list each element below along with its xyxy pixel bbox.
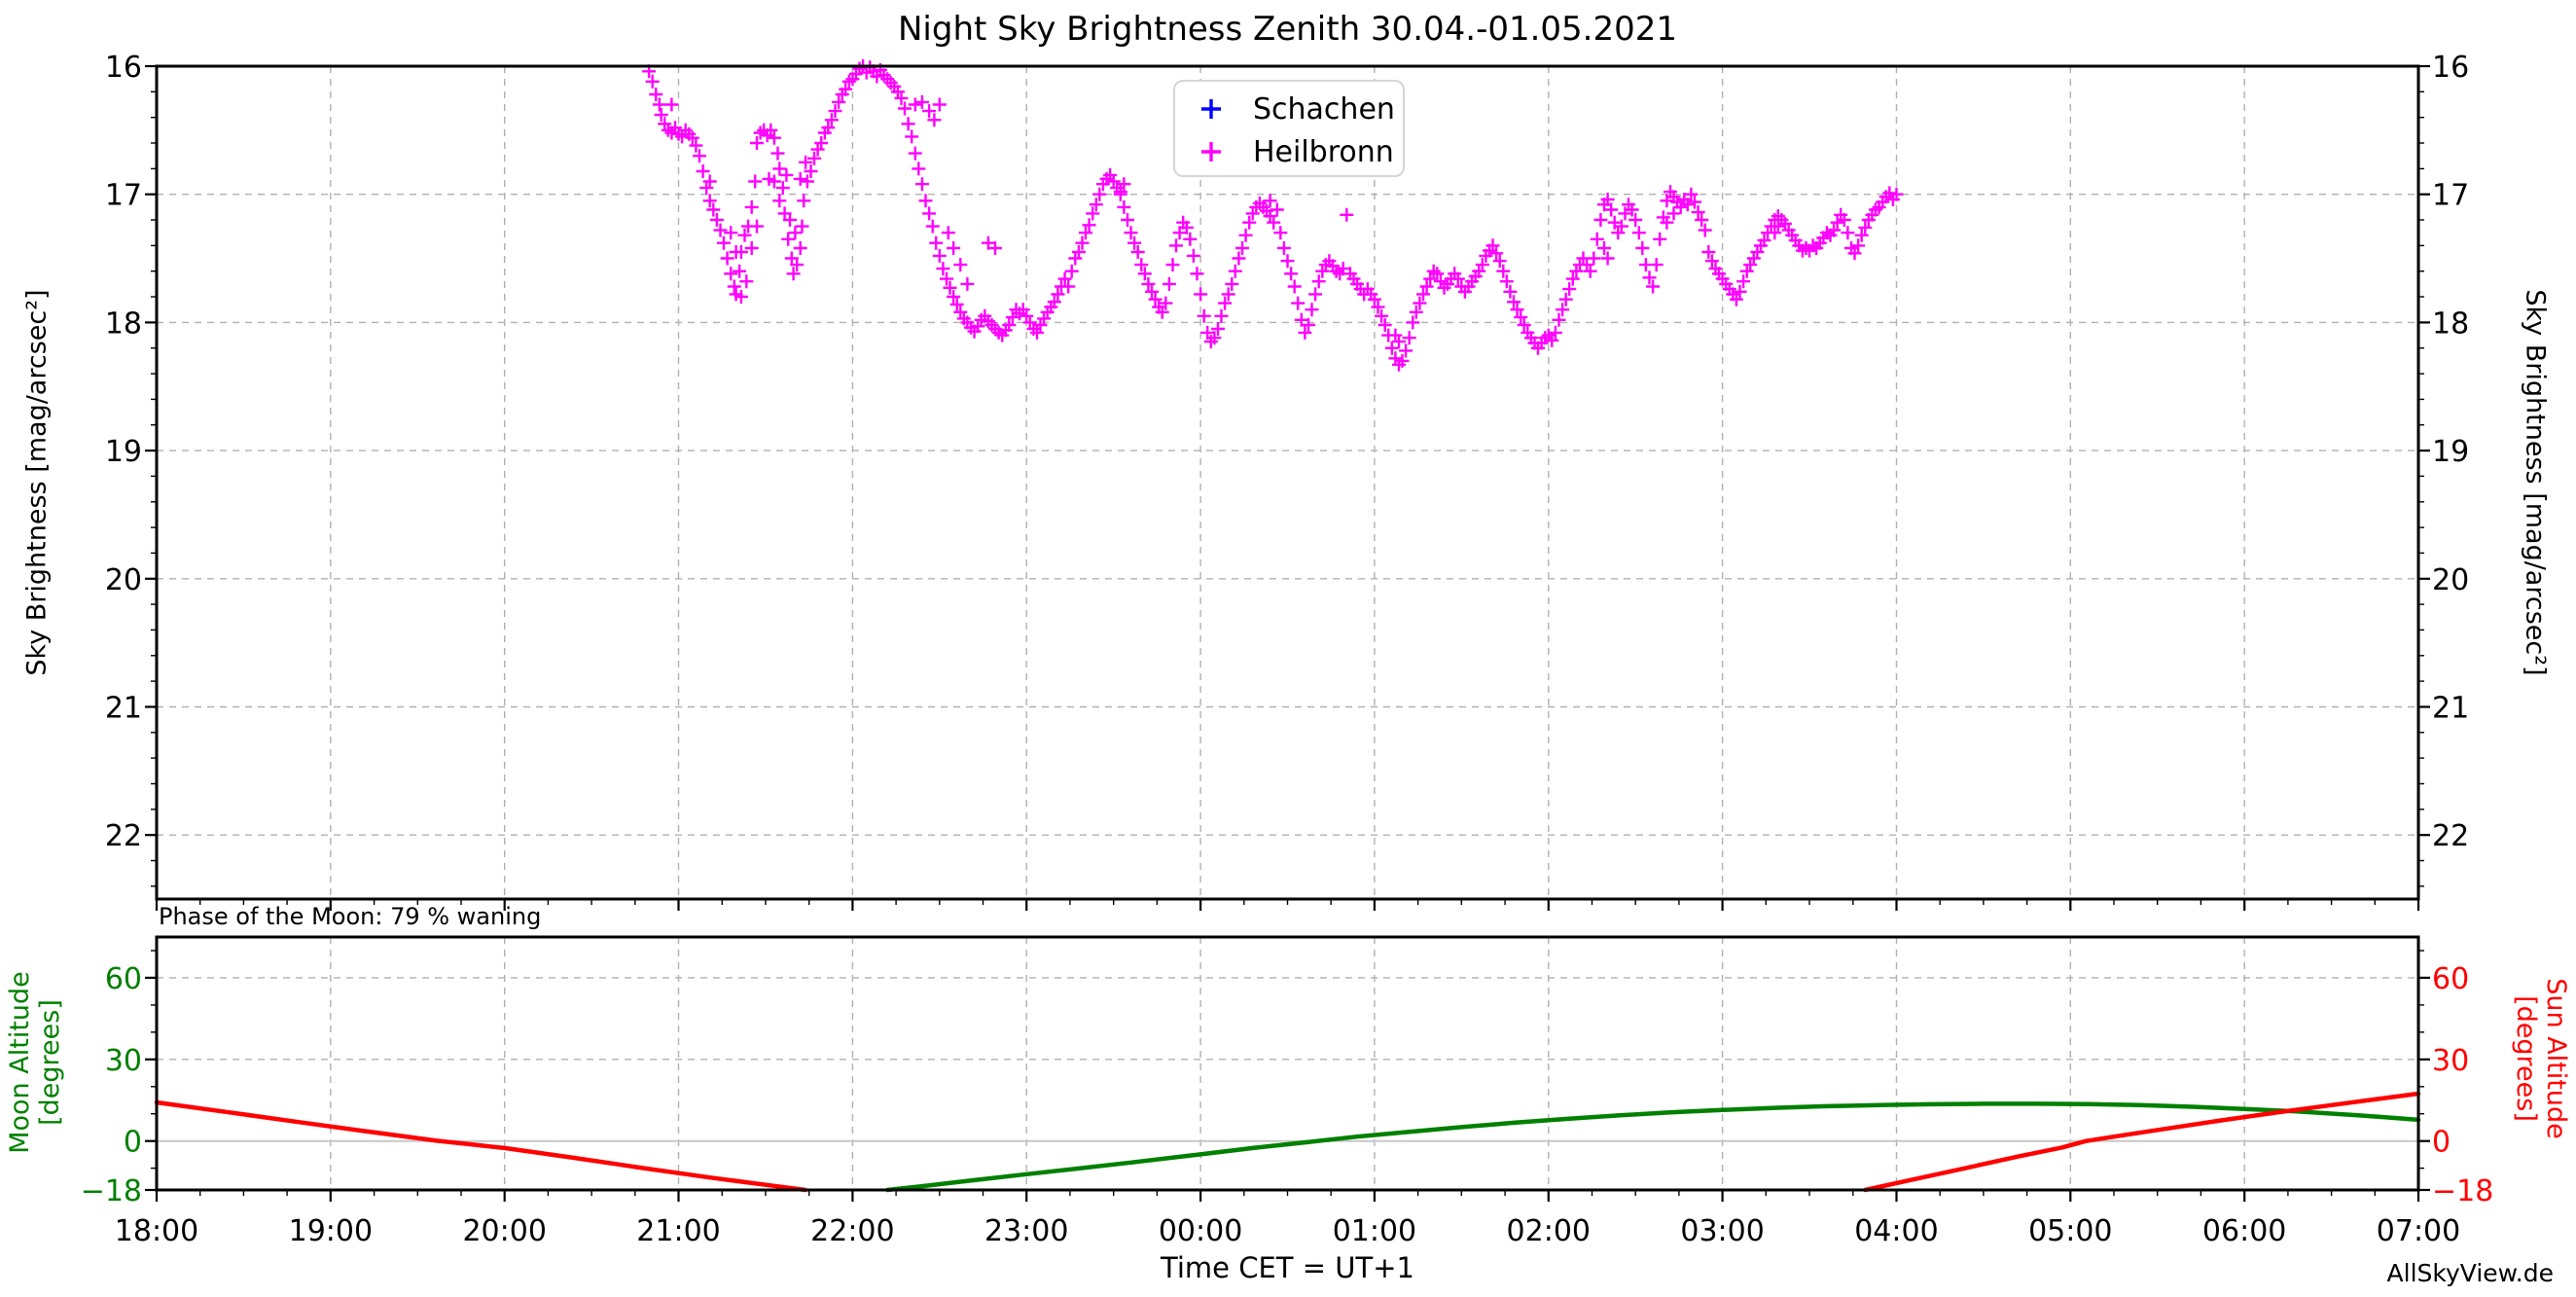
sun-line [1863,1091,2421,1193]
xtick-label: 02:00 [1507,1214,1591,1248]
sun-ylabel-line1: Sun Altitude [2541,978,2571,1139]
moon-tick-label: −18 [81,1174,142,1208]
moon-tick-label: 60 [105,962,142,996]
plus-marker-icon [1201,142,1221,162]
legend-label-schachen: Schachen [1253,91,1395,126]
xtick-label: 00:00 [1159,1214,1242,1248]
ytick-label-left: 19 [105,435,142,469]
moon-tick-label: 30 [105,1044,142,1078]
watermark: AllSkyView.de [2386,1259,2554,1287]
ytick-label-right: 17 [2432,179,2469,213]
moon-phase-annotation: Phase of the Moon: 79 % waning [159,903,542,930]
legend-item-heilbronn: Heilbronn [1175,130,1403,173]
xtick-label: 04:00 [1854,1214,1938,1248]
ytick-label-right: 16 [2432,51,2469,85]
plus-marker-icon [1201,99,1221,119]
xaxis-title: Time CET = UT+1 [1161,1251,1414,1284]
xtick-label: 19:00 [289,1214,373,1248]
ytick-label-left: 18 [105,306,142,341]
xtick-label: 01:00 [1333,1214,1416,1248]
ytick-label-right: 19 [2432,435,2469,469]
moon-ylabel-line1: Moon Altitude [5,971,35,1154]
ytick-label-right: 22 [2432,819,2469,853]
main-ylabel-right: Sky Brightness [mag/arcsec²] [2520,289,2551,676]
ytick-label-left: 20 [105,563,142,597]
sun-ylabel-line2: [degrees] [2511,995,2541,1122]
xtick-label: 07:00 [2377,1214,2460,1248]
xtick-label: 03:00 [1680,1214,1764,1248]
moon-ylabel-line2: [degrees] [35,999,65,1126]
moon-altitude-ylabel: Moon Altitude [degrees] [5,971,65,1154]
sun-tick-label: 30 [2432,1044,2469,1078]
main-ylabel-left: Sky Brightness [mag/arcsec²] [21,289,53,676]
sun-line [154,1099,808,1193]
ytick-label-left: 21 [105,691,142,725]
plot-frame [155,64,2420,901]
xtick-label: 23:00 [984,1214,1068,1248]
ytick-label-right: 21 [2432,691,2469,725]
legend-label-heilbronn: Heilbronn [1253,134,1394,169]
xtick-label: 21:00 [636,1214,720,1248]
xtick-label: 06:00 [2202,1214,2286,1248]
ytick-label-left: 16 [105,51,142,85]
ytick-label-left: 17 [105,179,142,213]
moon-tick-label: 0 [124,1126,142,1160]
legend-item-schachen: Schachen [1175,88,1403,130]
xtick-label: 05:00 [2028,1214,2112,1248]
xtick-label: 18:00 [115,1214,198,1248]
xtick-label: 20:00 [462,1214,546,1248]
xtick-label: 22:00 [810,1214,894,1248]
legend: Schachen Heilbronn [1173,80,1405,177]
scatter-heilbronn [642,59,1904,372]
plot-frame [155,935,2420,1192]
chart-title: Night Sky Brightness Zenith 30.04.-01.05… [897,10,1678,49]
sun-altitude-ylabel: Sun Altitude [degrees] [2511,978,2571,1138]
sun-tick-label: 0 [2432,1126,2451,1160]
sun-tick-label: −18 [2432,1174,2493,1208]
ytick-label-right: 20 [2432,563,2469,597]
moon-line [884,1101,2421,1193]
ytick-label-left: 22 [105,819,142,853]
ytick-label-right: 18 [2432,306,2469,341]
sun-tick-label: 60 [2432,962,2469,996]
